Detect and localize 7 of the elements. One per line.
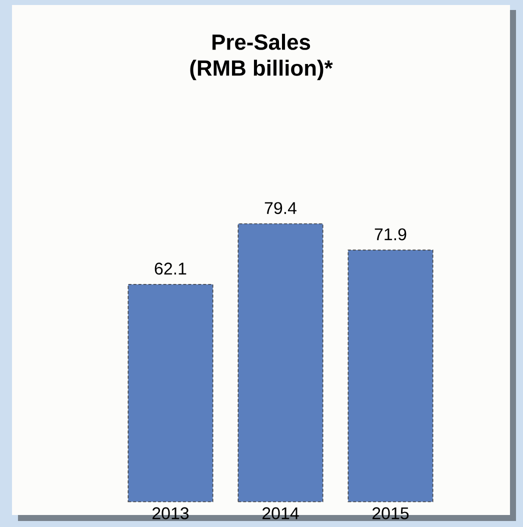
x-tick-label: 2015 bbox=[372, 507, 409, 520]
data-label: 71.9 bbox=[374, 228, 406, 240]
x-tick-label: 2014 bbox=[262, 507, 299, 520]
x-tick-label: 2013 bbox=[152, 507, 189, 520]
chart-title: Pre-Sales (RMB billion)* bbox=[190, 34, 333, 80]
data-label: 62.1 bbox=[154, 262, 186, 275]
data-label: 79.4 bbox=[264, 202, 296, 214]
